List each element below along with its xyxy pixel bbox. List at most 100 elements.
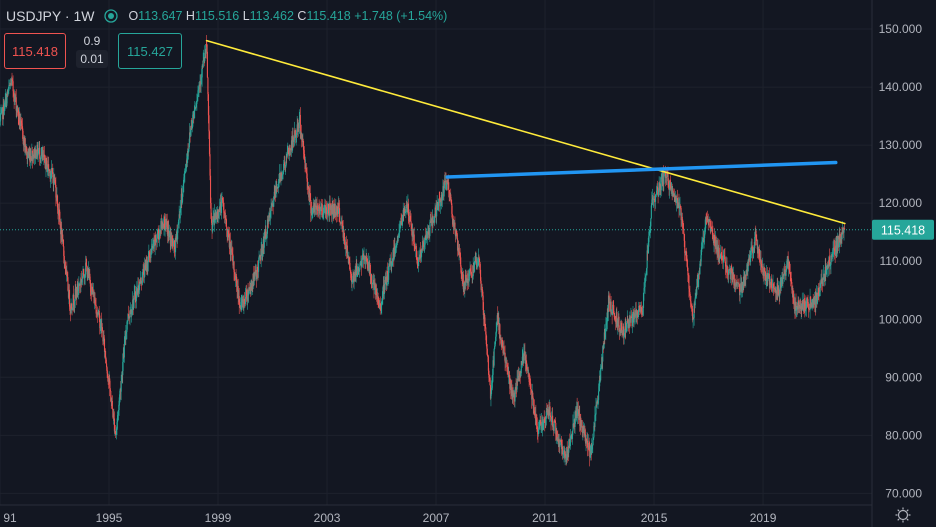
candle-body [645,275,647,278]
candle-body [271,203,273,205]
candle-body [298,118,300,129]
candle-body [789,272,791,275]
candle-body [88,269,90,276]
buy-button[interactable]: 115.427 [118,33,182,69]
candle-body [373,282,376,290]
candle-body [844,228,846,230]
candle-body [192,114,194,127]
candle-body [247,289,249,296]
candle [752,245,754,262]
candle [480,277,482,293]
candle [699,260,701,275]
candle-body [184,172,187,173]
candle-body [17,108,19,116]
candle [91,283,93,296]
candle [115,434,117,436]
candle-body [812,299,814,307]
candle-body [467,279,469,284]
candle [638,301,640,318]
interval-label[interactable]: 1W [73,8,95,24]
candle-body [231,248,233,253]
candle [460,252,462,273]
candle [754,231,756,254]
candle-body [479,262,481,270]
candle [806,296,809,308]
candle-body [343,233,345,240]
candle-body [85,262,87,266]
candle-body [592,437,594,441]
candle-body [789,270,791,273]
candle [478,254,480,259]
candle [828,248,830,265]
candle-body [41,151,43,156]
candle [645,270,647,282]
candle-body [351,281,353,283]
candle [600,364,602,383]
candle-body [707,217,709,221]
candle [627,315,629,324]
candle [728,268,730,274]
candle [524,354,527,372]
candle-body [105,357,107,364]
candle [196,94,199,102]
candle [688,287,691,296]
candle [477,258,479,270]
candle-body [763,267,765,277]
candle-body [252,274,254,287]
eye-icon[interactable] [104,9,119,23]
quantity-field[interactable]: 0.01 [76,50,108,68]
candle [451,205,453,228]
candle [464,281,466,298]
candle [429,219,431,242]
candle-body [820,283,822,288]
candle [720,252,722,261]
horizontal-trend-line[interactable] [445,160,838,179]
candle-body [720,253,722,256]
candle [121,370,123,383]
candle [353,271,355,290]
candle-body [751,246,753,251]
candle-body [760,259,762,264]
candle-body [506,362,508,368]
symbol-interval[interactable]: USDJPY · 1W [6,8,95,24]
candle [118,397,120,416]
candle-body [618,316,620,331]
candle-body [496,323,498,332]
settings-icon[interactable] [895,507,911,523]
sell-button[interactable]: 115.418 [4,33,66,69]
candle-body [190,125,192,130]
candle [655,193,657,196]
candle-body [438,198,440,203]
trendlines[interactable] [205,39,846,225]
candle-body [727,272,729,274]
candle-body [443,181,446,189]
candle-body [792,295,794,298]
symbol-name[interactable]: USDJPY [6,8,61,24]
candle-body [656,190,658,195]
downtrend-line[interactable] [205,39,846,225]
candle [299,107,301,139]
candle [680,205,682,228]
candle [735,279,738,288]
time-axis[interactable]: 91 1995 1999 2003 2007 2011 2015 2019 [0,504,872,525]
candle-body [78,284,80,289]
candle-body [363,256,365,260]
candle [813,297,815,308]
candle-body [700,247,703,256]
candle-body [398,232,400,237]
candle-body [529,382,531,385]
candle [686,258,688,272]
candle-body [704,233,706,239]
x-tick-label: 2019 [750,511,777,525]
buy-price: 115.427 [126,43,174,59]
candle [218,209,220,223]
candle [287,147,289,155]
candle [694,292,696,309]
candle-body [448,182,450,190]
candle-body [339,221,341,223]
candle [540,415,542,427]
candle [686,251,688,267]
candle-body [337,202,340,214]
